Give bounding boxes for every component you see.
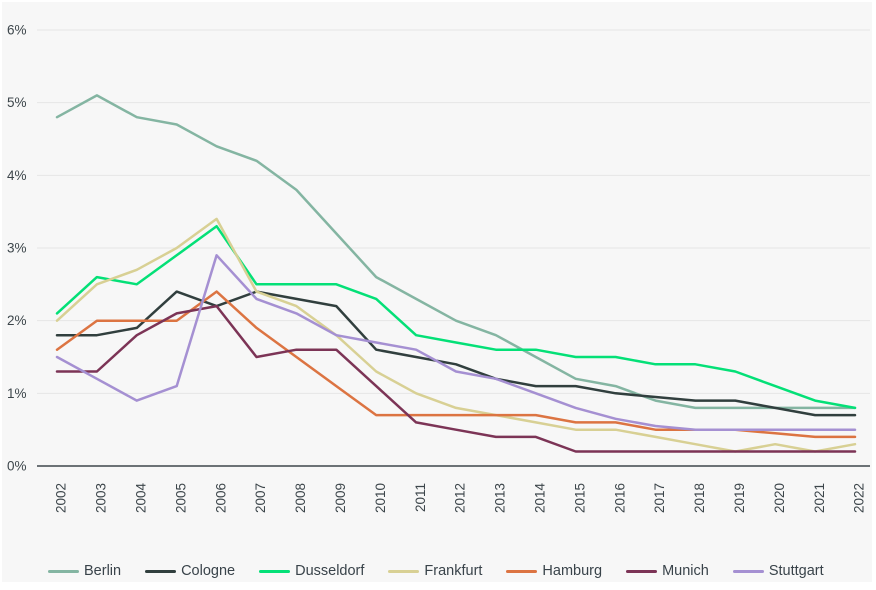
x-tick-label: 2009 xyxy=(333,483,348,513)
y-tick-label: 1% xyxy=(7,386,27,401)
legend-item-hamburg[interactable]: Hamburg xyxy=(506,564,602,579)
legend-label: Stuttgart xyxy=(768,562,824,579)
series-line-munich xyxy=(55,304,857,453)
legend-swatch-icon xyxy=(732,569,764,573)
chart-panel: 0% 1% 2% 3% 4% 5% 6% 2002 2003 2004 2005 2006 2007 20… xyxy=(2,2,872,582)
legend-item-munich[interactable]: Munich xyxy=(626,564,709,579)
x-tick-label: 2016 xyxy=(612,483,627,513)
series-line-frankfurt xyxy=(55,217,857,453)
legend-label: Berlin xyxy=(84,562,122,579)
x-tick-label: 2010 xyxy=(373,483,388,513)
x-tick-label: 2022 xyxy=(852,483,867,513)
legend-swatch-icon xyxy=(388,569,420,573)
series-line-dusseldorf xyxy=(55,224,857,410)
x-tick-label: 2017 xyxy=(652,483,667,513)
legend-item-dusseldorf[interactable]: Dusseldorf xyxy=(259,564,364,579)
legend-swatch-icon xyxy=(506,569,538,573)
legend-swatch-icon xyxy=(626,569,658,573)
x-tick-label: 2012 xyxy=(453,483,468,513)
legend-swatch-icon xyxy=(48,569,79,573)
x-tick-label: 2021 xyxy=(812,483,827,513)
y-tick-label: 5% xyxy=(7,95,27,110)
y-tick-label: 3% xyxy=(7,241,27,256)
x-tick-label: 2018 xyxy=(692,483,707,513)
x-tick-label: 2014 xyxy=(533,483,548,514)
legend-item-stuttgart[interactable]: Stuttgart xyxy=(732,562,824,579)
x-tick-label: 2002 xyxy=(54,483,69,513)
x-tick-label: 2008 xyxy=(293,483,308,513)
x-tick-label: 2015 xyxy=(572,483,587,513)
legend-label: Munich xyxy=(662,562,709,579)
chart-legend: Berlin Cologne Dusseldorf Frankfurt Hamburg M… xyxy=(48,558,824,584)
legend-label: Dusseldorf xyxy=(295,562,365,579)
series-line-stuttgart xyxy=(55,254,857,431)
x-tick-label: 2013 xyxy=(493,483,508,513)
legend-item-frankfurt[interactable]: Frankfurt xyxy=(388,564,482,579)
x-tick-label: 2007 xyxy=(253,483,268,513)
legend-swatch-icon xyxy=(259,569,291,573)
y-tick-label: 0% xyxy=(7,459,27,474)
legend-item-berlin[interactable]: Berlin xyxy=(48,564,121,579)
y-tick-label: 6% xyxy=(7,23,27,38)
legend-swatch-icon xyxy=(145,569,177,573)
legend-label: Cologne xyxy=(181,562,236,579)
x-tick-label: 2005 xyxy=(173,483,188,513)
y-tick-label: 2% xyxy=(7,313,27,328)
x-tick-label: 2006 xyxy=(213,483,228,513)
legend-label: Hamburg xyxy=(542,562,603,579)
x-tick-label: 2011 xyxy=(413,483,428,512)
x-tick-label: 2003 xyxy=(94,483,109,513)
legend-label: Frankfurt xyxy=(424,562,483,579)
x-tick-label: 2019 xyxy=(732,483,747,513)
legend-item-cologne[interactable]: Cologne xyxy=(145,564,235,579)
series-line-cologne xyxy=(55,290,857,417)
series-line-berlin xyxy=(55,94,857,410)
x-tick-label: 2004 xyxy=(134,483,149,514)
y-tick-label: 4% xyxy=(7,168,27,183)
x-tick-label: 2020 xyxy=(772,483,787,513)
